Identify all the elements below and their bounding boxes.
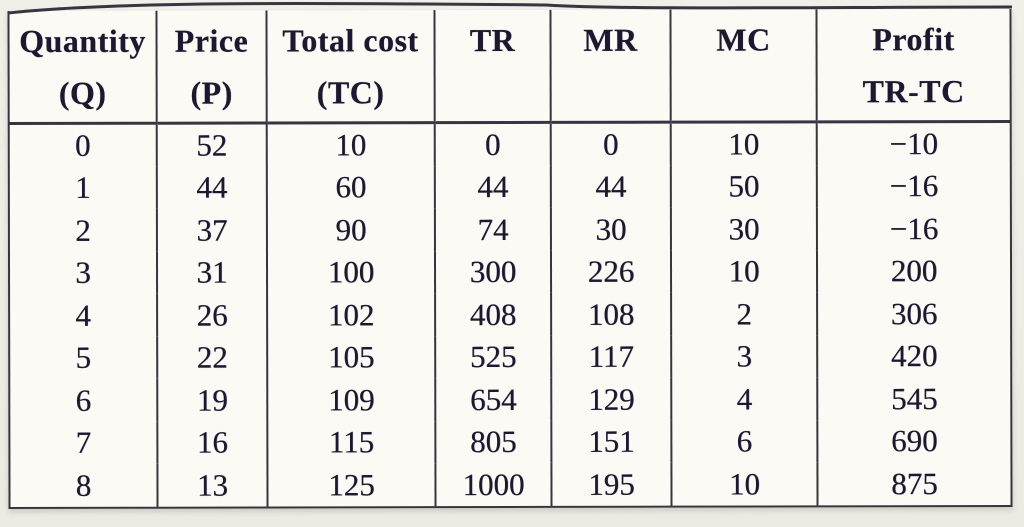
cell-mc: 3 xyxy=(671,335,818,379)
cell-profit: 200 xyxy=(890,253,938,289)
col-header-quantity: Quantity (Q) xyxy=(8,10,157,124)
cell-quantity: 3 xyxy=(8,251,158,295)
cell-total-cost: 115 xyxy=(267,421,436,464)
cell-tr: 654 xyxy=(435,378,552,422)
col-header-tr: TR xyxy=(434,9,551,123)
cell-tr: 525 xyxy=(435,335,552,379)
table-row: 0 52 10 0 0 10 −10 xyxy=(8,121,1011,168)
col-header-symbol: (Q) xyxy=(58,74,107,111)
cell-mr: 226 xyxy=(550,250,672,294)
col-header-label: Total cost xyxy=(282,22,419,59)
col-header-label: MR xyxy=(583,21,638,58)
cell-mc: 6 xyxy=(671,420,818,464)
cell-quantity: 5 xyxy=(9,336,158,380)
cell-total-cost: 102 xyxy=(267,293,436,337)
cell-quantity: 4 xyxy=(9,294,158,337)
table-row: 2 37 90 74 30 30 −16 xyxy=(8,207,1011,253)
table-row: 4 26 102 408 108 2 306 xyxy=(9,292,1011,337)
cell-profit: 420 xyxy=(890,338,938,374)
cell-mc: 10 xyxy=(670,250,818,294)
cell-profit: 306 xyxy=(890,295,938,331)
cell-mc: 2 xyxy=(671,292,818,336)
col-header-price: Price (P) xyxy=(156,10,267,123)
cell-mr: 108 xyxy=(551,293,672,336)
cell-quantity: 8 xyxy=(9,464,158,509)
col-header-symbol: (P) xyxy=(190,74,233,111)
col-header-symbol: TR-TC xyxy=(862,73,965,110)
cell-tr: 300 xyxy=(434,250,552,294)
cell-mr: 0 xyxy=(550,121,671,166)
col-header-label: MC xyxy=(716,21,771,58)
col-header-profit: Profit TR-TC xyxy=(816,8,1011,122)
cell-mc: 10 xyxy=(671,462,818,507)
cell-mc: 4 xyxy=(671,377,818,421)
cell-total-cost: 105 xyxy=(267,336,436,379)
cell-tr: 74 xyxy=(434,208,551,252)
cell-price: 13 xyxy=(157,463,268,508)
header-row: Quantity (Q) Price (P) Total cost (TC) T… xyxy=(8,8,1011,124)
cell-quantity: 6 xyxy=(9,379,158,422)
cell-price: 26 xyxy=(157,293,268,337)
cell-total-cost: 100 xyxy=(266,251,436,294)
cell-quantity: 2 xyxy=(8,209,157,253)
col-header-label: Price xyxy=(174,22,249,59)
cell-mr: 30 xyxy=(550,208,671,251)
cell-tr: 44 xyxy=(434,165,551,209)
cell-total-cost: 125 xyxy=(267,463,436,508)
cell-profit: 875 xyxy=(891,465,938,501)
cell-quantity: 7 xyxy=(9,421,158,465)
cell-profit: −16 xyxy=(889,168,939,204)
cell-mr: 195 xyxy=(551,463,672,507)
cell-price: 16 xyxy=(157,421,268,465)
col-header-label: TR xyxy=(469,21,516,59)
cell-quantity: 1 xyxy=(8,166,157,210)
cell-mc: 30 xyxy=(670,207,817,251)
cell-mr: 117 xyxy=(551,335,672,379)
cell-mc: 10 xyxy=(670,121,817,166)
cell-total-cost: 10 xyxy=(266,122,435,167)
cell-profit: 545 xyxy=(891,380,938,416)
cell-mc: 50 xyxy=(670,165,817,209)
cell-mr: 129 xyxy=(551,378,672,421)
cell-tr: 0 xyxy=(434,121,551,167)
cell-total-cost: 90 xyxy=(266,208,435,252)
col-header-symbol: (TC) xyxy=(316,74,385,111)
cell-price: 22 xyxy=(157,336,268,380)
cell-profit: −16 xyxy=(889,210,939,246)
cell-tr: 408 xyxy=(435,293,552,337)
cell-price: 19 xyxy=(157,378,268,422)
col-header-mc: MC xyxy=(670,9,817,122)
col-header-total-cost: Total cost (TC) xyxy=(266,10,435,123)
col-header-mr: MR xyxy=(550,9,671,122)
table-row: 7 16 115 805 151 6 690 xyxy=(9,420,1011,465)
table-row: 6 19 109 654 129 4 545 xyxy=(9,377,1011,422)
cell-tr: 1000 xyxy=(435,463,552,508)
table-row: 1 44 60 44 44 50 −16 xyxy=(8,165,1011,210)
cell-mr: 44 xyxy=(550,165,671,209)
cell-price: 31 xyxy=(156,251,268,295)
table-row: 8 13 125 1000 195 10 875 xyxy=(9,462,1011,509)
cell-profit: 690 xyxy=(891,423,938,459)
cell-price: 37 xyxy=(156,208,267,252)
table-row: 3 31 100 300 226 10 200 xyxy=(8,250,1011,295)
cell-total-cost: 60 xyxy=(266,166,435,209)
cell-profit: −10 xyxy=(889,125,939,161)
cell-price: 52 xyxy=(156,122,267,167)
cell-quantity: 0 xyxy=(8,122,157,168)
cell-price: 44 xyxy=(156,166,267,210)
col-header-label: Profit xyxy=(872,21,955,58)
cell-tr: 805 xyxy=(435,420,552,464)
cell-mr: 151 xyxy=(551,420,672,464)
table-row: 5 22 105 525 117 3 420 xyxy=(9,335,1011,380)
col-header-label: Quantity xyxy=(19,22,146,60)
cell-total-cost: 109 xyxy=(267,378,436,422)
profit-table: Quantity (Q) Price (P) Total cost (TC) T… xyxy=(7,8,1013,510)
